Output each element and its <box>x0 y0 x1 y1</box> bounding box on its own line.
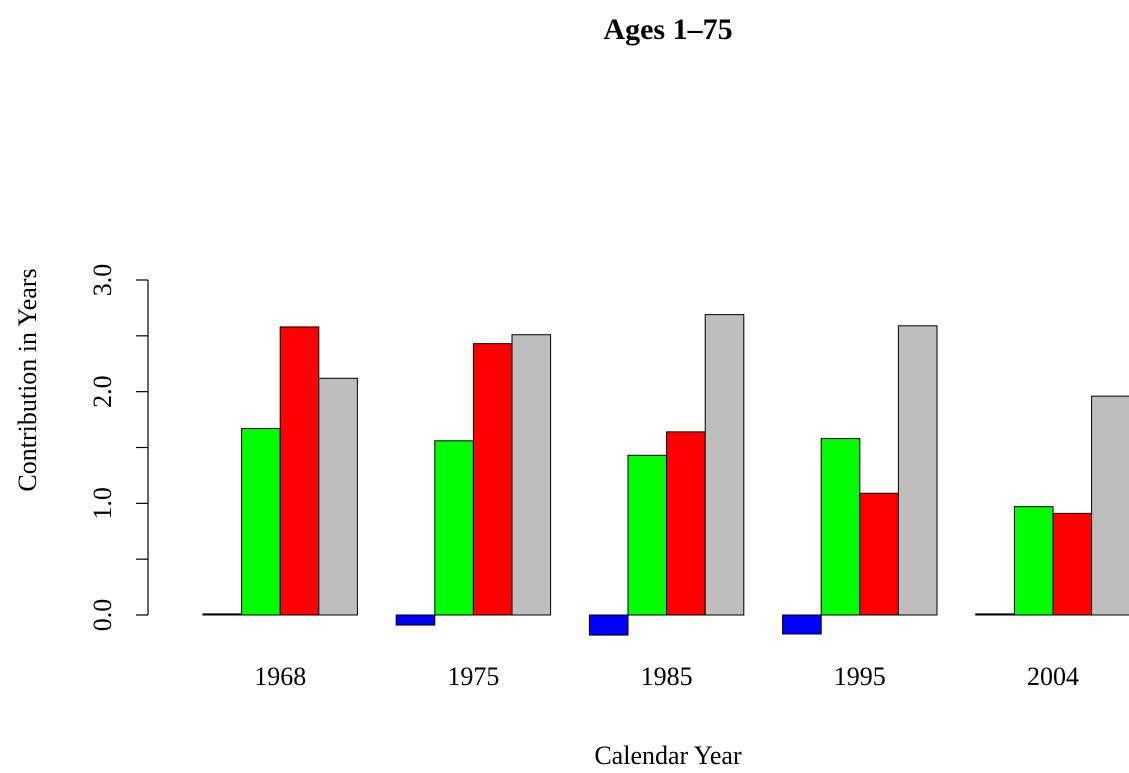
bar <box>820 438 861 616</box>
bar <box>1052 512 1093 616</box>
bar <box>975 613 1015 616</box>
y-tick-label: 2.0 <box>88 375 117 408</box>
bar <box>511 334 552 616</box>
bar <box>279 326 320 616</box>
x-tick-label: 1968 <box>254 662 306 691</box>
bar <box>627 454 668 616</box>
y-tick-label: 3.0 <box>88 264 117 297</box>
x-tick-label: 1985 <box>641 662 693 691</box>
chart-title: Ages 1–75 <box>603 13 732 46</box>
bar <box>318 377 358 616</box>
bar <box>202 613 243 616</box>
bar <box>1091 395 1129 616</box>
bar <box>704 314 745 616</box>
x-axis-title: Calendar Year <box>594 741 742 770</box>
bar <box>241 428 281 616</box>
bar <box>782 614 822 635</box>
bar <box>1013 506 1054 616</box>
x-tick-label: 1995 <box>834 662 886 691</box>
bar <box>434 440 474 616</box>
bar <box>897 325 938 616</box>
y-tick-label: 0.0 <box>88 599 117 632</box>
bar <box>395 614 436 626</box>
x-tick-label: 1975 <box>447 662 499 691</box>
bar <box>666 431 706 616</box>
x-tick-label: 2004 <box>1027 662 1079 691</box>
y-axis-title: Contribution in Years <box>13 268 42 491</box>
bar <box>588 614 629 636</box>
bar <box>472 343 513 616</box>
bar <box>859 492 899 616</box>
y-tick-label: 1.0 <box>88 487 117 520</box>
